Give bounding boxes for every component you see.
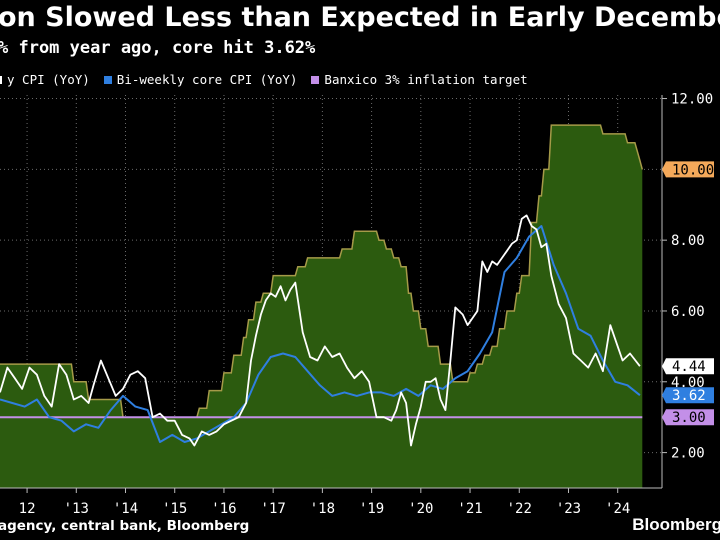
target-value-tag: 3.00 <box>672 410 706 426</box>
x-tick-label: '22 <box>507 501 532 517</box>
source-note: agency, central bank, Bloomberg <box>0 518 250 534</box>
chart-subtitle: % from year ago, core hit 3.62% <box>0 38 316 58</box>
x-tick-label: '18 <box>310 501 335 517</box>
rate-value-tag-bg <box>662 161 714 178</box>
y-tick-label: 2.00 <box>671 446 705 462</box>
chart-legend: y CPI (YoY) Bi-weekly core CPI (YoY) Ban… <box>0 72 542 87</box>
legend-item-headline: y CPI (YoY) <box>0 72 90 87</box>
policy-rate-edge <box>0 124 644 418</box>
y-tick-label: 8.00 <box>671 233 705 249</box>
legend-swatch-target <box>311 75 320 84</box>
headline-cpi-line <box>0 214 641 447</box>
x-tick-label: '21 <box>457 501 482 517</box>
x-tick-label: '20 <box>408 501 433 517</box>
core-value-tag-bg <box>662 387 714 404</box>
x-tick-label: '23 <box>556 501 581 517</box>
legend-label-target: Banxico 3% inflation target <box>324 72 528 87</box>
legend-item-target: Banxico 3% inflation target <box>311 72 528 87</box>
chart-title: on Slowed Less than Expected in Early De… <box>0 2 720 33</box>
target-value-tag-bg <box>662 409 714 426</box>
core-value-tag: 3.62 <box>672 388 706 404</box>
legend-label-headline: y CPI (YoY) <box>7 72 90 87</box>
x-tick-label: '15 <box>162 501 187 517</box>
y-tick-label: 12.00 <box>671 92 713 108</box>
x-tick-label: '17 <box>261 501 286 517</box>
rate-value-tag: 10.00 <box>672 162 714 178</box>
y-tick-label: 6.00 <box>671 304 705 320</box>
x-tick-label: 12 <box>19 501 36 517</box>
legend-item-core: Bi-weekly core CPI (YoY) <box>103 72 298 87</box>
x-tick-label: '19 <box>359 501 384 517</box>
legend-label-core: Bi-weekly core CPI (YoY) <box>116 72 298 87</box>
headline-value-tag: 4.44 <box>672 359 706 375</box>
headline-value-tag-bg <box>662 358 714 375</box>
legend-swatch-core <box>103 75 112 84</box>
legend-swatch-headline <box>0 75 2 84</box>
y-tick-label: 4.00 <box>671 375 705 391</box>
x-tick-label: '14 <box>113 501 138 517</box>
policy-rate-area <box>0 125 643 488</box>
bloomberg-logo: Bloomberg <box>632 515 720 534</box>
x-tick-label: '13 <box>64 501 89 517</box>
x-tick-label: '24 <box>605 501 630 517</box>
core-cpi-line <box>0 225 641 443</box>
x-tick-label: '16 <box>211 501 236 517</box>
